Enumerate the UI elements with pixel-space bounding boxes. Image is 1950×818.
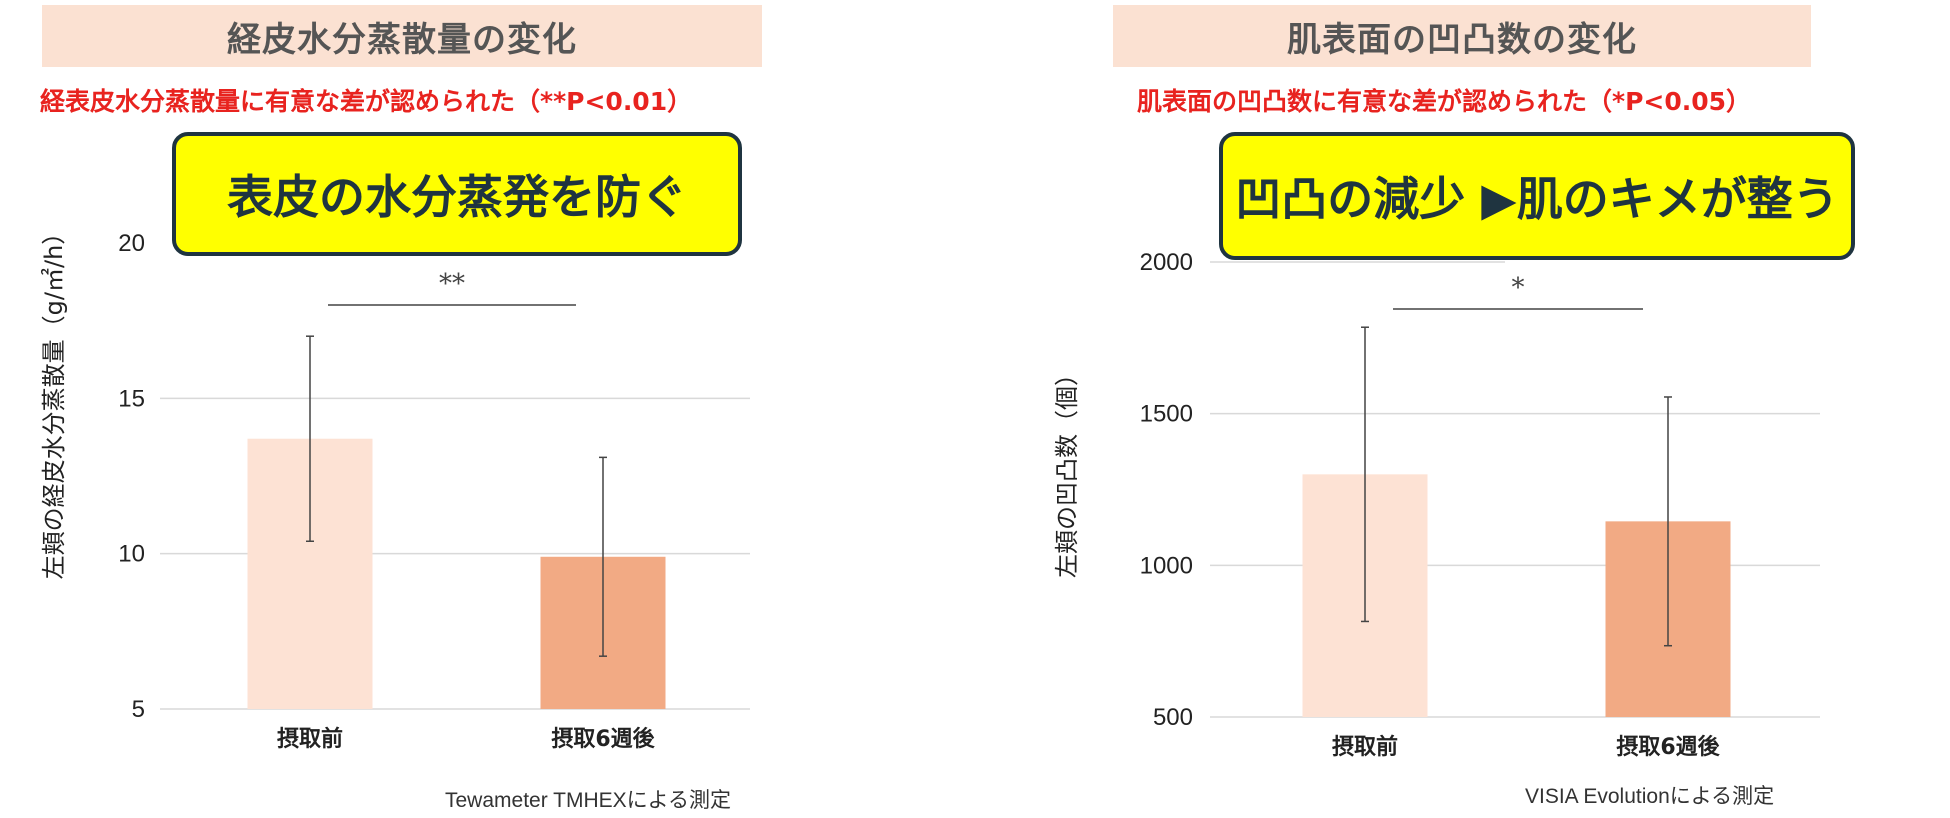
y-tick-label: 20 xyxy=(118,230,145,257)
y-axis-label: 左頬の凹凸数（個） xyxy=(1053,362,1081,578)
callout-box: 凹凸の減少 ▶肌のキメが整う xyxy=(1219,132,1855,260)
y-tick-label: 5 xyxy=(132,696,145,723)
callout-box: 表皮の水分蒸発を防ぐ xyxy=(172,132,742,256)
y-tick-label: 1000 xyxy=(1140,552,1193,579)
y-axis-label: 左頬の経皮水分蒸散量（g/㎡/h） xyxy=(40,221,68,580)
y-tick-label: 2000 xyxy=(1140,249,1193,276)
significance-marker: * xyxy=(1512,273,1525,303)
measurement-footnote: VISIA Evolutionによる測定 xyxy=(1525,785,1775,808)
chart-svg: 5 10 15 20 摂取前 摂取6週後 ** 左頬の経皮水分蒸散量（g/㎡/h） xyxy=(40,221,750,752)
significance-note: 経表皮水分蒸散量に有意な差が認められた（**P<0.01） xyxy=(40,87,693,116)
x-category-label: 摂取前 xyxy=(277,726,343,752)
y-tick-label: 1500 xyxy=(1140,401,1193,428)
measurement-footnote: Tewameter TMHEXによる測定 xyxy=(445,789,732,812)
chart-svg: 500 1000 1500 2000 摂取前 摂取6週後 * 左頬の凹凸数（個） xyxy=(1053,249,1820,760)
significance-note: 肌表面の凹凸数に有意な差が認められた（*P<0.05） xyxy=(1137,87,1752,116)
chart-panel-right: 肌表面の凹凸数の変化 肌表面の凹凸数に有意な差が認められた（*P<0.05） 凹… xyxy=(975,0,1950,818)
y-tick-label: 10 xyxy=(118,541,145,568)
x-category-label: 摂取6週後 xyxy=(1616,734,1720,760)
chart-title: 肌表面の凹凸数の変化 xyxy=(1113,5,1811,67)
chart-panel-left: 経皮水分蒸散量の変化 経表皮水分蒸散量に有意な差が認められた（**P<0.01）… xyxy=(40,5,762,812)
x-category-label: 摂取前 xyxy=(1332,734,1398,760)
significance-marker: ** xyxy=(439,269,465,299)
x-category-label: 摂取6週後 xyxy=(551,726,655,752)
y-tick-label: 15 xyxy=(118,385,145,412)
y-tick-label: 500 xyxy=(1153,704,1193,731)
chart-title: 経皮水分蒸散量の変化 xyxy=(42,5,762,67)
